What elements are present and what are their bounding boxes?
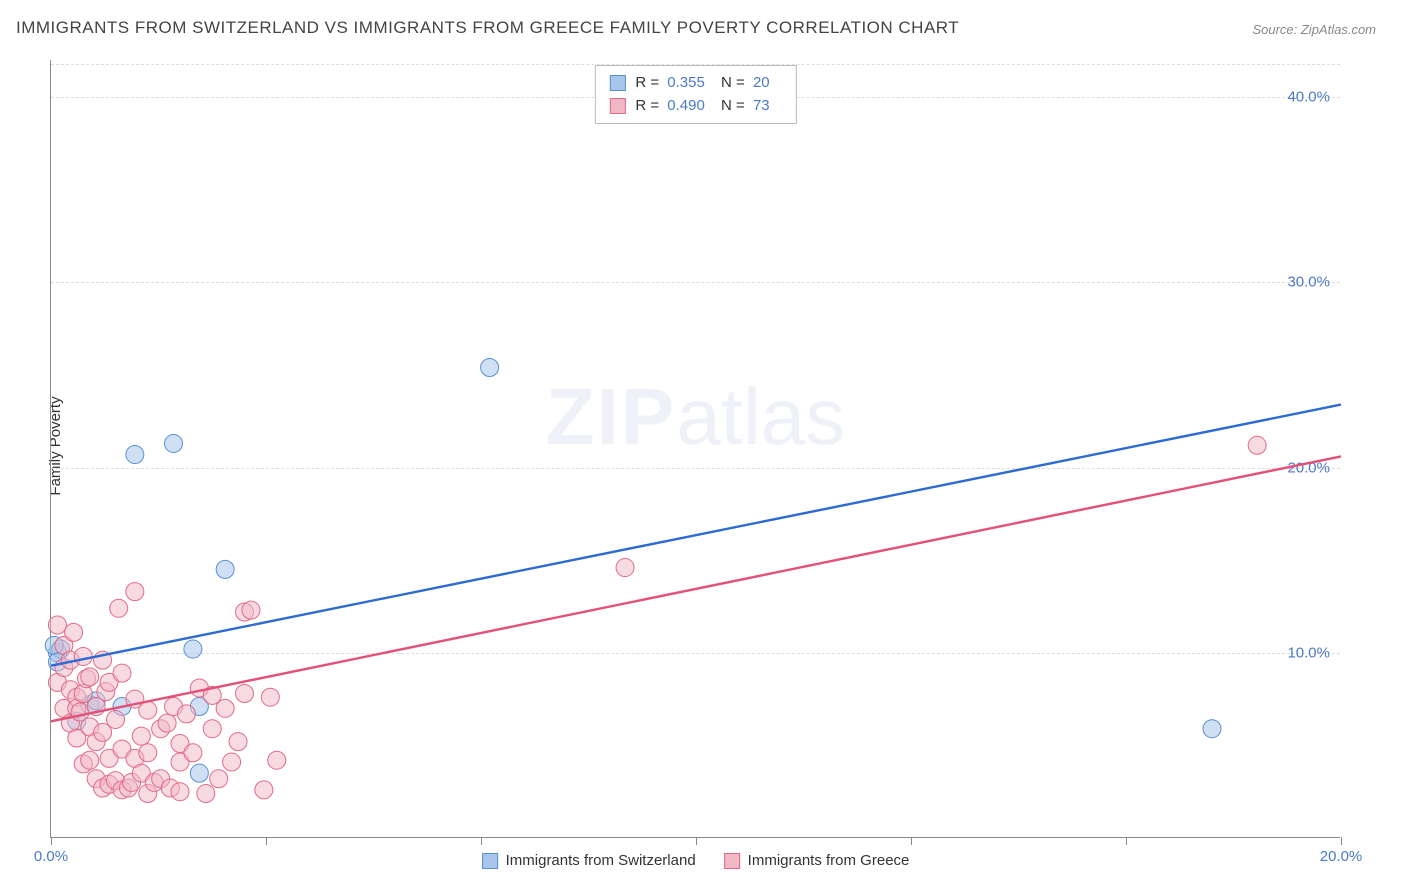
- data-point: [139, 744, 157, 762]
- data-point: [197, 785, 215, 803]
- series-name-1: Immigrants from Switzerland: [506, 852, 696, 869]
- data-point: [190, 764, 208, 782]
- data-point: [261, 688, 279, 706]
- legend-stats-row-1: R = 0.355 N = 20: [609, 72, 781, 95]
- data-point: [81, 751, 99, 769]
- legend-item-1: Immigrants from Switzerland: [482, 852, 696, 869]
- data-point: [126, 583, 144, 601]
- data-point: [236, 685, 254, 703]
- r-label-2: R =: [635, 97, 659, 114]
- data-point: [616, 559, 634, 577]
- data-point: [481, 358, 499, 376]
- legend-series: Immigrants from Switzerland Immigrants f…: [482, 852, 910, 869]
- swatch-bottom-1: [482, 853, 498, 869]
- data-point: [65, 623, 83, 641]
- swatch-bottom-2: [724, 853, 740, 869]
- source-label: Source: ZipAtlas.com: [1252, 22, 1376, 37]
- data-point: [223, 753, 241, 771]
- n-value-2: 73: [753, 97, 770, 114]
- data-point: [165, 434, 183, 452]
- data-point: [171, 783, 189, 801]
- data-point: [113, 664, 131, 682]
- data-point: [268, 751, 286, 769]
- xtick: [266, 837, 267, 845]
- xtick: [696, 837, 697, 845]
- plot-area: ZIPatlas 10.0%20.0%30.0%40.0% 0.0%20.0% …: [50, 60, 1340, 838]
- r-value-1: 0.355: [667, 74, 705, 91]
- data-point: [110, 599, 128, 617]
- data-point: [158, 714, 176, 732]
- data-point: [107, 710, 125, 728]
- data-point: [184, 744, 202, 762]
- xtick: [51, 837, 52, 845]
- data-point: [216, 560, 234, 578]
- legend-stats: R = 0.355 N = 20 R = 0.490 N = 73: [594, 65, 796, 124]
- data-point: [229, 733, 247, 751]
- trend-line: [51, 405, 1341, 666]
- legend-item-2: Immigrants from Greece: [724, 852, 910, 869]
- data-point: [216, 699, 234, 717]
- data-point: [242, 601, 260, 619]
- data-point: [1203, 720, 1221, 738]
- swatch-series-2: [609, 98, 625, 114]
- data-point: [203, 720, 221, 738]
- chart-title: IMMIGRANTS FROM SWITZERLAND VS IMMIGRANT…: [16, 18, 959, 38]
- data-point: [126, 446, 144, 464]
- series-name-2: Immigrants from Greece: [748, 852, 910, 869]
- xtick: [1126, 837, 1127, 845]
- n-label-2: N =: [721, 97, 745, 114]
- data-point: [177, 705, 195, 723]
- chart-svg: [51, 60, 1340, 837]
- data-point: [255, 781, 273, 799]
- r-label-1: R =: [635, 74, 659, 91]
- xtick: [911, 837, 912, 845]
- swatch-series-1: [609, 75, 625, 91]
- legend-stats-row-2: R = 0.490 N = 73: [609, 95, 781, 118]
- data-point: [1248, 436, 1266, 454]
- data-point: [132, 727, 150, 745]
- xtick-label: 0.0%: [34, 848, 68, 865]
- xtick-label: 20.0%: [1320, 848, 1363, 865]
- data-point: [81, 668, 99, 686]
- data-point: [184, 640, 202, 658]
- trend-line: [51, 456, 1341, 721]
- data-point: [74, 647, 92, 665]
- data-point: [210, 770, 228, 788]
- xtick: [1341, 837, 1342, 845]
- data-point: [48, 616, 66, 634]
- xtick: [481, 837, 482, 845]
- n-label-1: N =: [721, 74, 745, 91]
- r-value-2: 0.490: [667, 97, 705, 114]
- n-value-1: 20: [753, 74, 770, 91]
